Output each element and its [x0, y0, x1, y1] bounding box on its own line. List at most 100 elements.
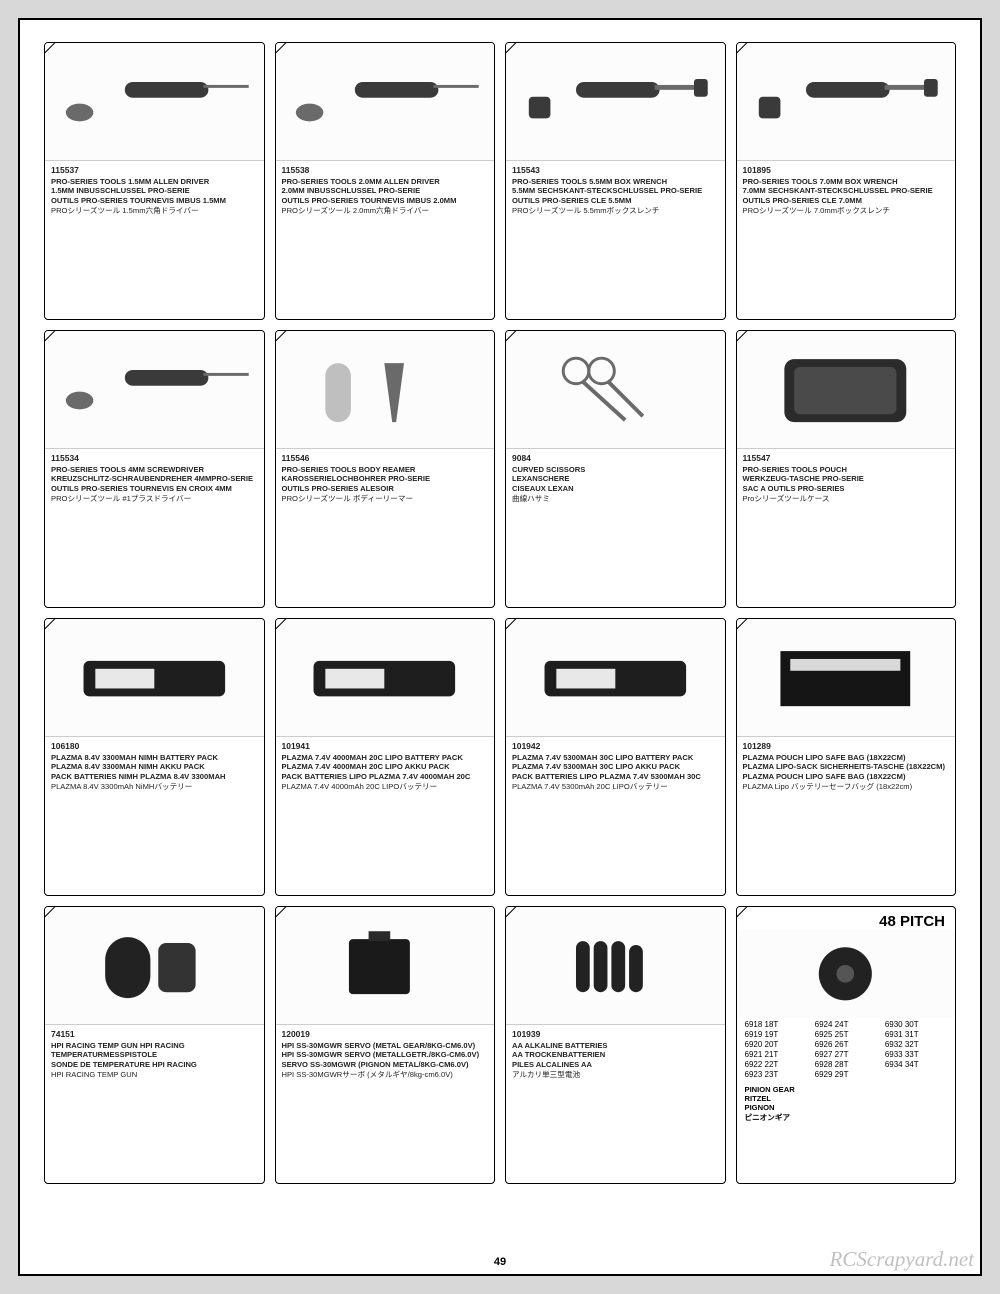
pitch-entry: 6921 21T [745, 1050, 807, 1059]
name-fr: OUTILS PRO-SERIES CLE 7.0MM [743, 196, 950, 205]
name-de: LEXANSCHERE [512, 474, 719, 483]
name-fr: SAC A OUTILS PRO-SERIES [743, 484, 950, 493]
name-de: KAROSSERIELOCHBOHRER PRO-SERIE [282, 474, 489, 483]
product-card: 101941 PLAZMA 7.4V 4000mAh 20C LIPO BATT… [275, 618, 496, 896]
product-text: 101939 AA ALKALINE BATTERIES AA TROCKENB… [506, 1025, 725, 1183]
pitch-entry: 6923 23T [745, 1070, 807, 1079]
product-image [45, 43, 264, 161]
product-text: 115543 PRO-SERIES TOOLS 5.5MM BOX WRENCH… [506, 161, 725, 319]
pitch-entry: 6920 20T [745, 1040, 807, 1049]
name-jp: PLAZMA 7.4V 4000mAh 20C LIPOバッテリー [282, 782, 489, 791]
product-image [276, 331, 495, 449]
product-text: 115547 PRO-SERIES TOOLS POUCH WERKZEUG-T… [737, 449, 956, 607]
product-card: 101942 PLAZMA 7.4V 5300mAh 30C LIPO BATT… [505, 618, 726, 896]
name-en: PLAZMA 7.4V 5300mAh 30C LIPO BATTERY PAC… [512, 753, 719, 762]
part-number: 101289 [743, 741, 950, 752]
product-text: 120019 HPI SS-30MGWR SERVO (METAL GEAR/8… [276, 1025, 495, 1183]
name-fr: PACK BATTERIES LIPO PLAZMA 7.4V 5300mAh … [512, 772, 719, 781]
product-text: 115534 PRO-SERIES TOOLS 4mm SCREWDRIVER … [45, 449, 264, 607]
pitch-entry: 6918 18T [745, 1020, 807, 1029]
part-number: 115537 [51, 165, 258, 176]
pitch-entry [885, 1070, 947, 1079]
name-jp: PLAZMA 8.4V 3300mAh NiMHバッテリー [51, 782, 258, 791]
name-fr: PILES ALCALINES AA [512, 1060, 719, 1069]
product-text: 115537 PRO-SERIES TOOLS 1.5MM ALLEN DRIV… [45, 161, 264, 319]
gear-image [737, 930, 956, 1018]
product-image [276, 907, 495, 1025]
product-card: 115537 PRO-SERIES TOOLS 1.5MM ALLEN DRIV… [44, 42, 265, 320]
name-jp: HPI RACING TEMP GUN [51, 1070, 258, 1079]
name-jp: HPI SS-30MGWRサーボ (メタルギヤ/8kg-cm6.0V) [282, 1070, 489, 1079]
pitch-entry: 6930 30T [885, 1020, 947, 1029]
part-number: 120019 [282, 1029, 489, 1040]
name-jp: PROシリーズツール 1.5mm六角ドライバー [51, 206, 258, 215]
product-card: 115543 PRO-SERIES TOOLS 5.5MM BOX WRENCH… [505, 42, 726, 320]
name-de: 7.0MM SECHSKANT-STECKSCHLUSSEL PRO-SERIE [743, 186, 950, 195]
watermark: RCScrapyard.net [830, 1247, 974, 1272]
name-jp: PLAZMA Lipo バッテリーセーフバッグ (18x22cm) [743, 782, 950, 791]
pitch-labels: PINION GEARRITZELPIGNONピニオンギア [737, 1081, 956, 1127]
name-en: PRO-SERIES TOOLS POUCH [743, 465, 950, 474]
pitch-entry: 6933 33T [885, 1050, 947, 1059]
product-grid: 115537 PRO-SERIES TOOLS 1.5MM ALLEN DRIV… [44, 42, 956, 1184]
name-jp: PROシリーズツール ボディーリーマー [282, 494, 489, 503]
product-image [506, 619, 725, 737]
part-number: 74151 [51, 1029, 258, 1040]
name-fr: OUTILS PRO-SERIES TOURNEVIS IMBUS 2.0MM [282, 196, 489, 205]
product-card: 101895 PRO-SERIES TOOLS 7.0MM BOX WRENCH… [736, 42, 957, 320]
name-de: AA TROCKENBATTERIEN [512, 1050, 719, 1059]
name-fr: OUTILS PRO-SERIES CLE 5.5MM [512, 196, 719, 205]
product-text: 74151 HPI RACING TEMP GUN HPI RACING TEM… [45, 1025, 264, 1183]
product-text: 101941 PLAZMA 7.4V 4000mAh 20C LIPO BATT… [276, 737, 495, 895]
name-de: PLAZMA 8.4V 3300mAh NiMH AKKU PACK [51, 762, 258, 771]
pitch-entry: 6919 19T [745, 1030, 807, 1039]
part-number: 106180 [51, 741, 258, 752]
part-number: 115546 [282, 453, 489, 464]
product-image [737, 331, 956, 449]
name-jp: アルカリ単三型電池 [512, 1070, 719, 1079]
part-number: 115547 [743, 453, 950, 464]
name-de: PLAZMA 7.4V 5300mAh 30C LIPO AKKU PACK [512, 762, 719, 771]
product-text: 115546 PRO-SERIES TOOLS BODY REAMER KARO… [276, 449, 495, 607]
pitch-entry: 6925 25T [815, 1030, 877, 1039]
product-card: 106180 PLAZMA 8.4V 3300mAh NiMH BATTERY … [44, 618, 265, 896]
name-jp: PROシリーズツール 5.5mmボックスレンチ [512, 206, 719, 215]
name-fr: OUTILS PRO-SERIES ALESOIR [282, 484, 489, 493]
name-de: KREUZSCHLITZ-SCHRAUBENDREHER 4mmPRO-SERI… [51, 474, 258, 483]
pitch-entry: 6929 29T [815, 1070, 877, 1079]
pitch-entry: 6927 27T [815, 1050, 877, 1059]
name-jp: PROシリーズツール 7.0mmボックスレンチ [743, 206, 950, 215]
catalog-page: 115537 PRO-SERIES TOOLS 1.5MM ALLEN DRIV… [18, 18, 982, 1276]
pitch-entry: 6922 22T [745, 1060, 807, 1069]
pitch-card: 48 PITCH 6918 18T 6924 24T 6930 30T 6919 19… [736, 906, 957, 1184]
part-number: 101942 [512, 741, 719, 752]
product-image [276, 43, 495, 161]
product-card: 120019 HPI SS-30MGWR SERVO (METAL GEAR/8… [275, 906, 496, 1184]
product-card: 9084 CURVED SCISSORS LEXANSCHERE CISEAUX… [505, 330, 726, 608]
name-de: 1.5MM INBUSSCHLUSSEL PRO-SERIE [51, 186, 258, 195]
product-card: 115538 PRO-SERIES TOOLS 2.0MM ALLEN DRIV… [275, 42, 496, 320]
product-card: 115534 PRO-SERIES TOOLS 4mm SCREWDRIVER … [44, 330, 265, 608]
product-image [737, 43, 956, 161]
name-en: PLAZMA POUCH LIPO SAFE BAG (18x22cm) [743, 753, 950, 762]
name-en: HPI RACING TEMP GUN HPI RACING TEMPERATU… [51, 1041, 258, 1060]
product-text: 101289 PLAZMA POUCH LIPO SAFE BAG (18x22… [737, 737, 956, 895]
pitch-title: 48 PITCH [737, 907, 956, 930]
product-card: 101289 PLAZMA POUCH LIPO SAFE BAG (18x22… [736, 618, 957, 896]
part-number: 115543 [512, 165, 719, 176]
product-card: 74151 HPI RACING TEMP GUN HPI RACING TEM… [44, 906, 265, 1184]
name-fr: SERVO SS-30MGWR (PIGNON METAL/8kg-cm6.0V… [282, 1060, 489, 1069]
pitch-entry: 6924 24T [815, 1020, 877, 1029]
product-image [276, 619, 495, 737]
name-jp: Proシリーズツールケース [743, 494, 950, 503]
name-de: 5.5MM SECHSKANT-STECKSCHLUSSEL PRO-SERIE [512, 186, 719, 195]
product-text: 115538 PRO-SERIES TOOLS 2.0MM ALLEN DRIV… [276, 161, 495, 319]
name-en: PRO-SERIES TOOLS 7.0MM BOX WRENCH [743, 177, 950, 186]
name-en: HPI SS-30MGWR SERVO (METAL GEAR/8kg-cm6.… [282, 1041, 489, 1050]
pitch-table: 6918 18T 6924 24T 6930 30T 6919 19T 6925 25T… [737, 1018, 956, 1081]
product-text: 106180 PLAZMA 8.4V 3300mAh NiMH BATTERY … [45, 737, 264, 895]
name-de: 2.0MM INBUSSCHLUSSEL PRO-SERIE [282, 186, 489, 195]
product-card: 115546 PRO-SERIES TOOLS BODY REAMER KARO… [275, 330, 496, 608]
name-jp: PLAZMA 7.4V 5300mAh 20C LIPOバッテリー [512, 782, 719, 791]
name-en: PRO-SERIES TOOLS BODY REAMER [282, 465, 489, 474]
